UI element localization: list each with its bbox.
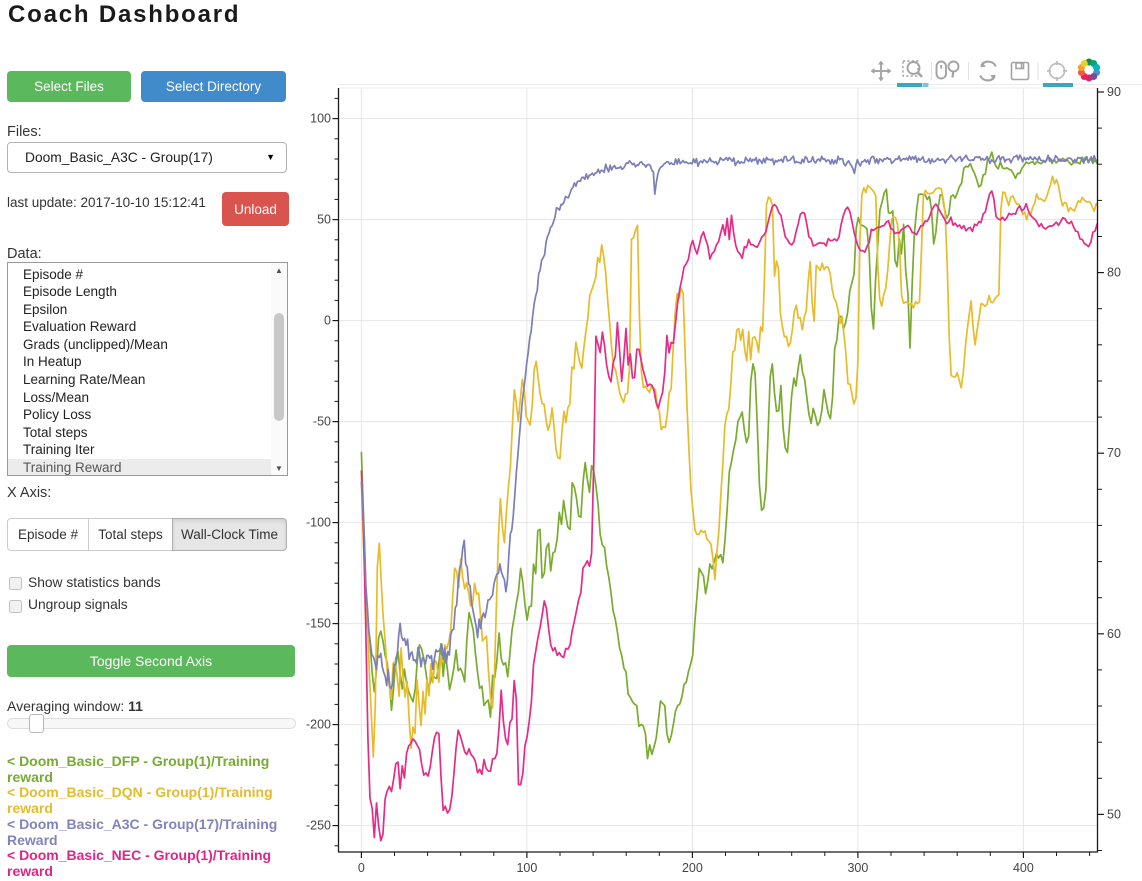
- svg-text:200: 200: [682, 861, 703, 875]
- svg-text:70: 70: [1107, 446, 1121, 460]
- svg-text:-200: -200: [306, 718, 331, 732]
- svg-text:0: 0: [358, 861, 365, 875]
- svg-text:50: 50: [317, 213, 331, 227]
- svg-text:-250: -250: [306, 819, 331, 833]
- svg-text:300: 300: [847, 861, 868, 875]
- svg-text:400: 400: [1013, 861, 1034, 875]
- svg-text:100: 100: [310, 112, 331, 126]
- svg-text:80: 80: [1107, 266, 1121, 280]
- svg-text:100: 100: [516, 861, 537, 875]
- svg-text:-50: -50: [313, 415, 331, 429]
- svg-text:-150: -150: [306, 617, 331, 631]
- svg-text:50: 50: [1107, 807, 1121, 821]
- svg-text:60: 60: [1107, 627, 1121, 641]
- svg-text:0: 0: [324, 314, 331, 328]
- svg-text:-100: -100: [306, 516, 331, 530]
- svg-text:90: 90: [1107, 85, 1121, 99]
